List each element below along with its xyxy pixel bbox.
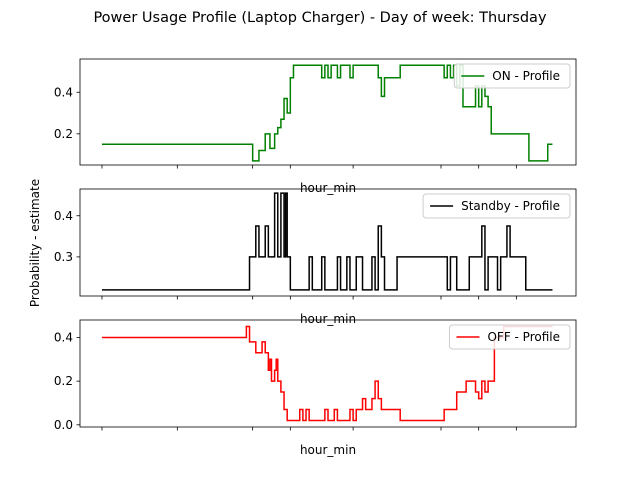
legend-box-standby bbox=[422, 193, 571, 219]
y-tick-label: 0.2 bbox=[54, 127, 73, 141]
y-axis-label: Probability - estimate bbox=[28, 179, 42, 307]
y-tick-label: 0.3 bbox=[54, 250, 73, 264]
chart-title: Power Usage Profile (Laptop Charger) - D… bbox=[93, 10, 546, 26]
on-profile-line bbox=[101, 64, 553, 162]
plot-area-off bbox=[79, 319, 577, 428]
x-axis-label-standby: hour_min bbox=[300, 312, 356, 326]
x-ticks-off bbox=[101, 427, 517, 431]
legend-on: ON - Profile bbox=[453, 63, 571, 89]
plot-area-standby bbox=[79, 188, 577, 297]
x-ticks-on bbox=[101, 165, 517, 169]
x-axis-label-off: hour_min bbox=[300, 443, 356, 457]
y-tick-label: 0.2 bbox=[54, 374, 73, 388]
panel-off: 0.0 0.2 0.4 hour_min OFF - Profile bbox=[54, 319, 577, 457]
y-ticks-on: 0.2 0.4 bbox=[54, 85, 80, 141]
legend-label-off: OFF - Profile bbox=[487, 330, 560, 344]
legend-standby: Standby - Profile bbox=[422, 193, 571, 219]
y-tick-label: 0.0 bbox=[54, 418, 73, 432]
y-ticks-standby: 0.3 0.4 bbox=[54, 209, 80, 264]
panel-standby: 0.3 0.4 hour_min Standby - Profile bbox=[54, 188, 577, 326]
y-tick-label: 0.4 bbox=[54, 85, 73, 99]
legend-box-on bbox=[453, 63, 571, 89]
legend-label-standby: Standby - Profile bbox=[461, 199, 560, 213]
y-tick-label: 0.4 bbox=[54, 209, 73, 223]
standby-profile-line bbox=[101, 192, 553, 291]
x-axis-label-on: hour_min bbox=[300, 181, 356, 195]
off-profile-line bbox=[101, 325, 553, 422]
legend-label-on: ON - Profile bbox=[492, 69, 560, 83]
x-ticks-standby bbox=[101, 296, 517, 300]
legend-box-off bbox=[448, 324, 571, 350]
y-tick-label: 0.4 bbox=[54, 330, 73, 344]
panel-on: 0.2 0.4 hour_min ON - Profile bbox=[54, 58, 577, 195]
plot-area-on bbox=[79, 58, 577, 166]
legend-off: OFF - Profile bbox=[448, 324, 571, 350]
y-ticks-off: 0.0 0.2 0.4 bbox=[54, 330, 80, 432]
